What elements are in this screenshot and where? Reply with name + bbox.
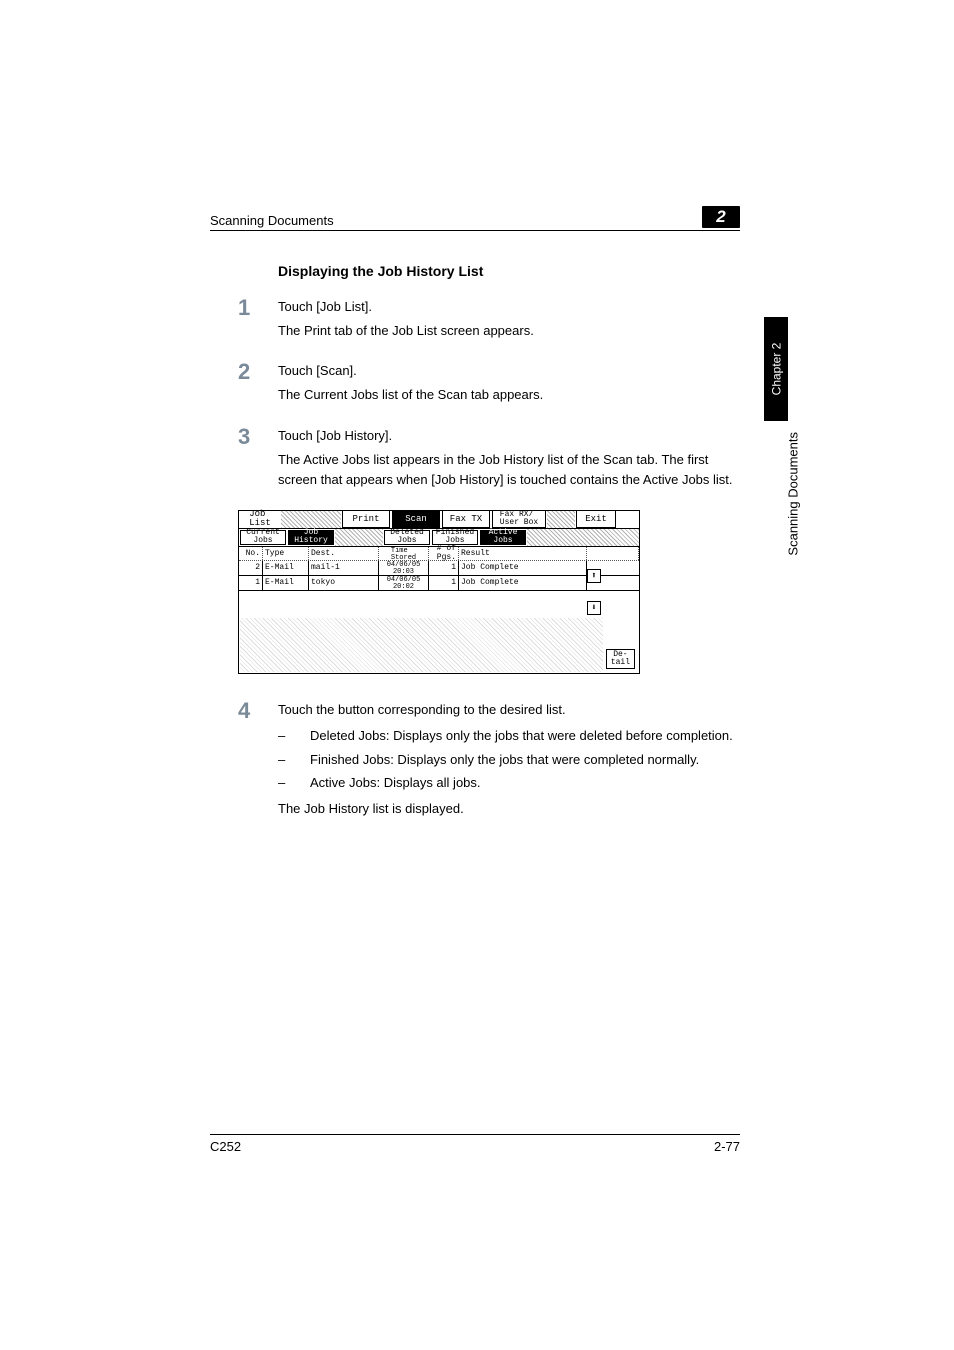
table-row[interactable]: 1 E-Mail tokyo 04/06/05 20:02 1 Job Comp… [239, 576, 639, 591]
page-header: Scanning Documents 2 [210, 206, 740, 231]
chapter-number-badge: 2 [702, 206, 740, 228]
col-type: Type [263, 547, 309, 560]
step-body: Touch [Job List]. The Print tab of the J… [278, 297, 740, 345]
step-number: 1 [238, 297, 278, 345]
btn-job-history[interactable]: Job History [288, 530, 334, 545]
step-body: Touch [Job History]. The Active Jobs lis… [278, 426, 740, 494]
step-2: 2 Touch [Scan]. The Current Jobs list of… [238, 361, 740, 409]
tab-scan[interactable]: Scan [392, 511, 440, 528]
bullet-item: Active Jobs: Displays all jobs. [278, 773, 740, 793]
scroll-down-icon[interactable]: ⬇ [587, 601, 601, 615]
cell-pgs: 1 [429, 576, 459, 590]
tab-exit[interactable]: Exit [576, 511, 616, 528]
btn-deleted-jobs[interactable]: Deleted Jobs [384, 530, 430, 545]
step-text: Touch [Job List]. [278, 297, 740, 317]
hatch-spacer [547, 511, 575, 528]
cell-result: Job Complete [459, 576, 587, 590]
lcd-top-tabs: Job List Print Scan Fax TX Fax RX/ User … [239, 511, 639, 529]
cell-type: E-Mail [263, 576, 309, 590]
step-text: Touch the button corresponding to the de… [278, 700, 740, 720]
col-no: No. [239, 547, 263, 560]
side-section-label: Scanning Documents [786, 432, 801, 556]
col-dest: Dest. [309, 547, 379, 560]
cell-no: 1 [239, 576, 263, 590]
step-text: The Current Jobs list of the Scan tab ap… [278, 385, 740, 405]
hatch-spacer [335, 529, 383, 546]
scroll-up-icon[interactable]: ⬆ [587, 569, 601, 583]
step-text: The Print tab of the Job List screen app… [278, 321, 740, 341]
btn-current-jobs[interactable]: Current Jobs [240, 530, 286, 545]
step-bullets: Deleted Jobs: Displays only the jobs tha… [278, 726, 740, 793]
btn-detail[interactable]: De- tail [606, 649, 635, 669]
step-body: Touch the button corresponding to the de… [278, 700, 740, 823]
cell-dest: tokyo [309, 576, 379, 590]
lcd-scrollbar: ⬆ ⬇ [587, 569, 603, 633]
side-chapter-tab: Chapter 2 [764, 317, 788, 421]
cell-dest: mail-1 [309, 561, 379, 575]
hatch-spacer [527, 529, 639, 546]
section-title: Displaying the Job History List [278, 263, 740, 279]
table-row[interactable]: 2 E-Mail mail-1 04/06/05 20:03 1 Job Com… [239, 561, 639, 576]
bullet-item: Deleted Jobs: Displays only the jobs tha… [278, 726, 740, 746]
tab-print[interactable]: Print [342, 511, 390, 528]
cell-type: E-Mail [263, 561, 309, 575]
col-result: Result [459, 547, 587, 560]
col-pgs: # of Pgs. [429, 547, 459, 560]
footer-page-number: 2-77 [714, 1139, 740, 1154]
tab-fax-rx[interactable]: Fax RX/ User Box [492, 511, 546, 528]
step-text: The Job History list is displayed. [278, 799, 740, 819]
step-3: 3 Touch [Job History]. The Active Jobs l… [238, 426, 740, 494]
step-text: The Active Jobs list appears in the Job … [278, 450, 740, 490]
step-number: 2 [238, 361, 278, 409]
step-number: 3 [238, 426, 278, 494]
cell-pgs: 1 [429, 561, 459, 575]
lcd-column-headers: No. Type Dest. Time Stored # of Pgs. Res… [239, 547, 639, 561]
lcd-screenshot: Job List Print Scan Fax TX Fax RX/ User … [238, 510, 640, 674]
btn-active-jobs[interactable]: Active Jobs [480, 530, 526, 545]
step-1: 1 Touch [Job List]. The Print tab of the… [238, 297, 740, 345]
col-time: Time Stored [379, 547, 429, 560]
cell-time: 04/06/05 20:02 [379, 576, 429, 590]
side-chapter-label: Chapter 2 [769, 343, 783, 396]
cell-time-hm: 20:03 [393, 569, 414, 575]
step-text: Touch [Scan]. [278, 361, 740, 381]
step-4: 4 Touch the button corresponding to the … [238, 700, 740, 823]
step-body: Touch [Scan]. The Current Jobs list of t… [278, 361, 740, 409]
cell-time-hm: 20:02 [393, 584, 414, 590]
step-number: 4 [238, 700, 278, 823]
cell-result: Job Complete [459, 561, 587, 575]
footer-model: C252 [210, 1139, 241, 1154]
lcd-empty-area [240, 618, 603, 672]
btn-finished-jobs[interactable]: Finished Jobs [432, 530, 478, 545]
cell-time: 04/06/05 20:03 [379, 561, 429, 575]
cell-no: 2 [239, 561, 263, 575]
tab-fax-tx[interactable]: Fax TX [442, 511, 490, 528]
bullet-item: Finished Jobs: Displays only the jobs th… [278, 750, 740, 770]
col-spacer [587, 547, 639, 560]
tab-job-list[interactable]: Job List [240, 511, 280, 528]
step-text: Touch [Job History]. [278, 426, 740, 446]
page-footer: C252 2-77 [210, 1134, 740, 1154]
header-section-name: Scanning Documents [210, 213, 334, 228]
hatch-spacer [281, 511, 341, 528]
